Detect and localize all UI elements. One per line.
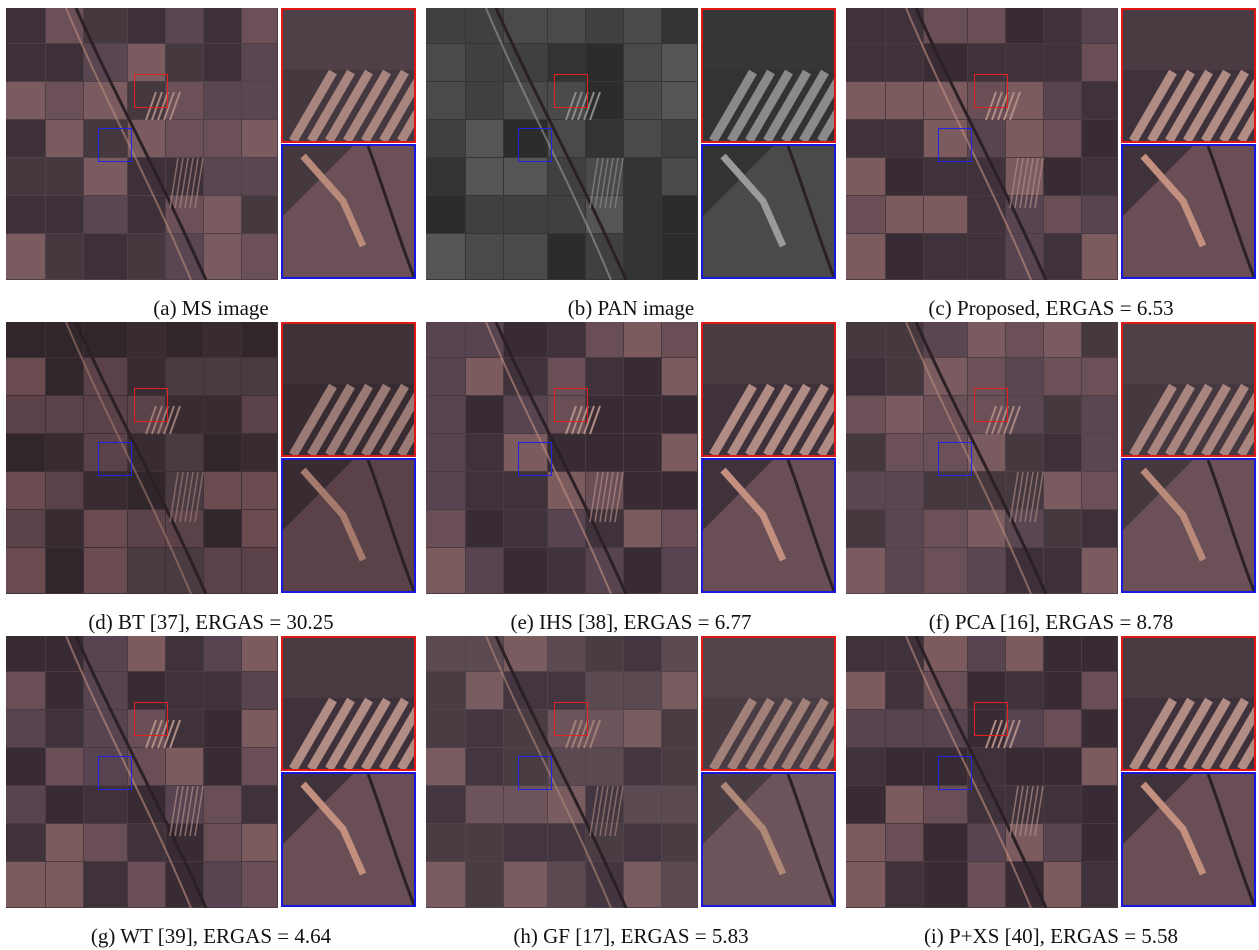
panel-c-zoom-blue (1121, 144, 1256, 279)
panel-e-zoom-blue (701, 458, 836, 593)
blue-roi-box (518, 442, 552, 476)
red-roi-box (134, 74, 168, 108)
red-roi-box (134, 702, 168, 736)
panel-h-zoom-red (701, 636, 836, 771)
blue-roi-box (98, 442, 132, 476)
panel-c-zoom-red (1121, 8, 1256, 143)
blue-roi-box (938, 756, 972, 790)
panel-c-caption: (c) Proposed, ERGAS = 6.53 (928, 296, 1174, 320)
panel-c: (c) Proposed, ERGAS = 6.53 (846, 8, 1256, 320)
panel-e: (e) IHS [38], ERGAS = 6.77 (426, 322, 836, 634)
red-roi-box (974, 74, 1008, 108)
red-roi-box (134, 388, 168, 422)
panel-d: (d) BT [37], ERGAS = 30.25 (6, 322, 416, 634)
panel-b: (b) PAN image (426, 8, 836, 320)
blue-roi-box (938, 128, 972, 162)
blue-roi-box (518, 128, 552, 162)
panel-f-zoom-red (1121, 322, 1256, 457)
panel-a-image (6, 8, 278, 280)
panel-g-caption: (g) WT [39], ERGAS = 4.64 (90, 924, 332, 948)
panel-i-image (846, 636, 1118, 908)
panel-g-image (6, 636, 278, 908)
red-roi-box (554, 388, 588, 422)
panel-h-image (426, 636, 698, 908)
panel-a: (a) MS image (6, 8, 416, 320)
panel-e-caption: (e) IHS [38], ERGAS = 6.77 (510, 610, 752, 634)
blue-roi-box (98, 128, 132, 162)
blue-roi-box (938, 442, 972, 476)
panel-f-zoom-blue (1121, 458, 1256, 593)
red-roi-box (554, 74, 588, 108)
red-roi-box (974, 388, 1008, 422)
panel-g-zoom-red (281, 636, 416, 771)
panel-b-zoom-red (701, 8, 836, 143)
panel-i-zoom-blue (1121, 772, 1256, 907)
panel-d-image (6, 322, 278, 594)
panel-b-image (426, 8, 698, 280)
panel-a-zoom-blue (281, 144, 416, 279)
panel-g: (g) WT [39], ERGAS = 4.64 (6, 636, 416, 948)
panel-h-zoom-blue (701, 772, 836, 907)
blue-roi-box (98, 756, 132, 790)
panel-f-image (846, 322, 1118, 594)
panel-d-caption: (d) BT [37], ERGAS = 30.25 (88, 610, 334, 634)
panel-b-caption: (b) PAN image (567, 296, 695, 320)
panel-c-image (846, 8, 1118, 280)
red-roi-box (974, 702, 1008, 736)
panel-d-zoom-blue (281, 458, 416, 593)
red-roi-box (554, 702, 588, 736)
panel-i-caption: (i) P+XS [40], ERGAS = 5.58 (923, 924, 1179, 948)
panel-h: (h) GF [17], ERGAS = 5.83 (426, 636, 836, 948)
panel-f: (f) PCA [16], ERGAS = 8.78 (846, 322, 1256, 634)
panel-f-caption: (f) PCA [16], ERGAS = 8.78 (928, 610, 1174, 634)
panel-e-zoom-red (701, 322, 836, 457)
panel-a-zoom-red (281, 8, 416, 143)
panel-b-zoom-blue (701, 144, 836, 279)
panel-h-caption: (h) GF [17], ERGAS = 5.83 (513, 924, 749, 948)
blue-roi-box (518, 756, 552, 790)
panel-i-zoom-red (1121, 636, 1256, 771)
panel-e-image (426, 322, 698, 594)
panel-d-zoom-red (281, 322, 416, 457)
panel-g-zoom-blue (281, 772, 416, 907)
panel-a-caption: (a) MS image (153, 296, 269, 320)
panel-i: (i) P+XS [40], ERGAS = 5.58 (846, 636, 1256, 948)
